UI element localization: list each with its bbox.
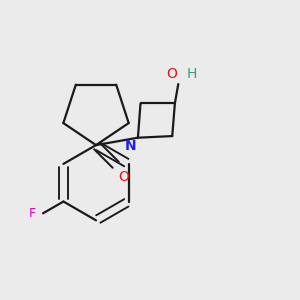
Text: N: N (124, 139, 136, 153)
Text: H: H (187, 68, 197, 81)
Text: O: O (118, 170, 129, 184)
Text: O: O (166, 68, 177, 81)
Text: F: F (29, 207, 36, 220)
